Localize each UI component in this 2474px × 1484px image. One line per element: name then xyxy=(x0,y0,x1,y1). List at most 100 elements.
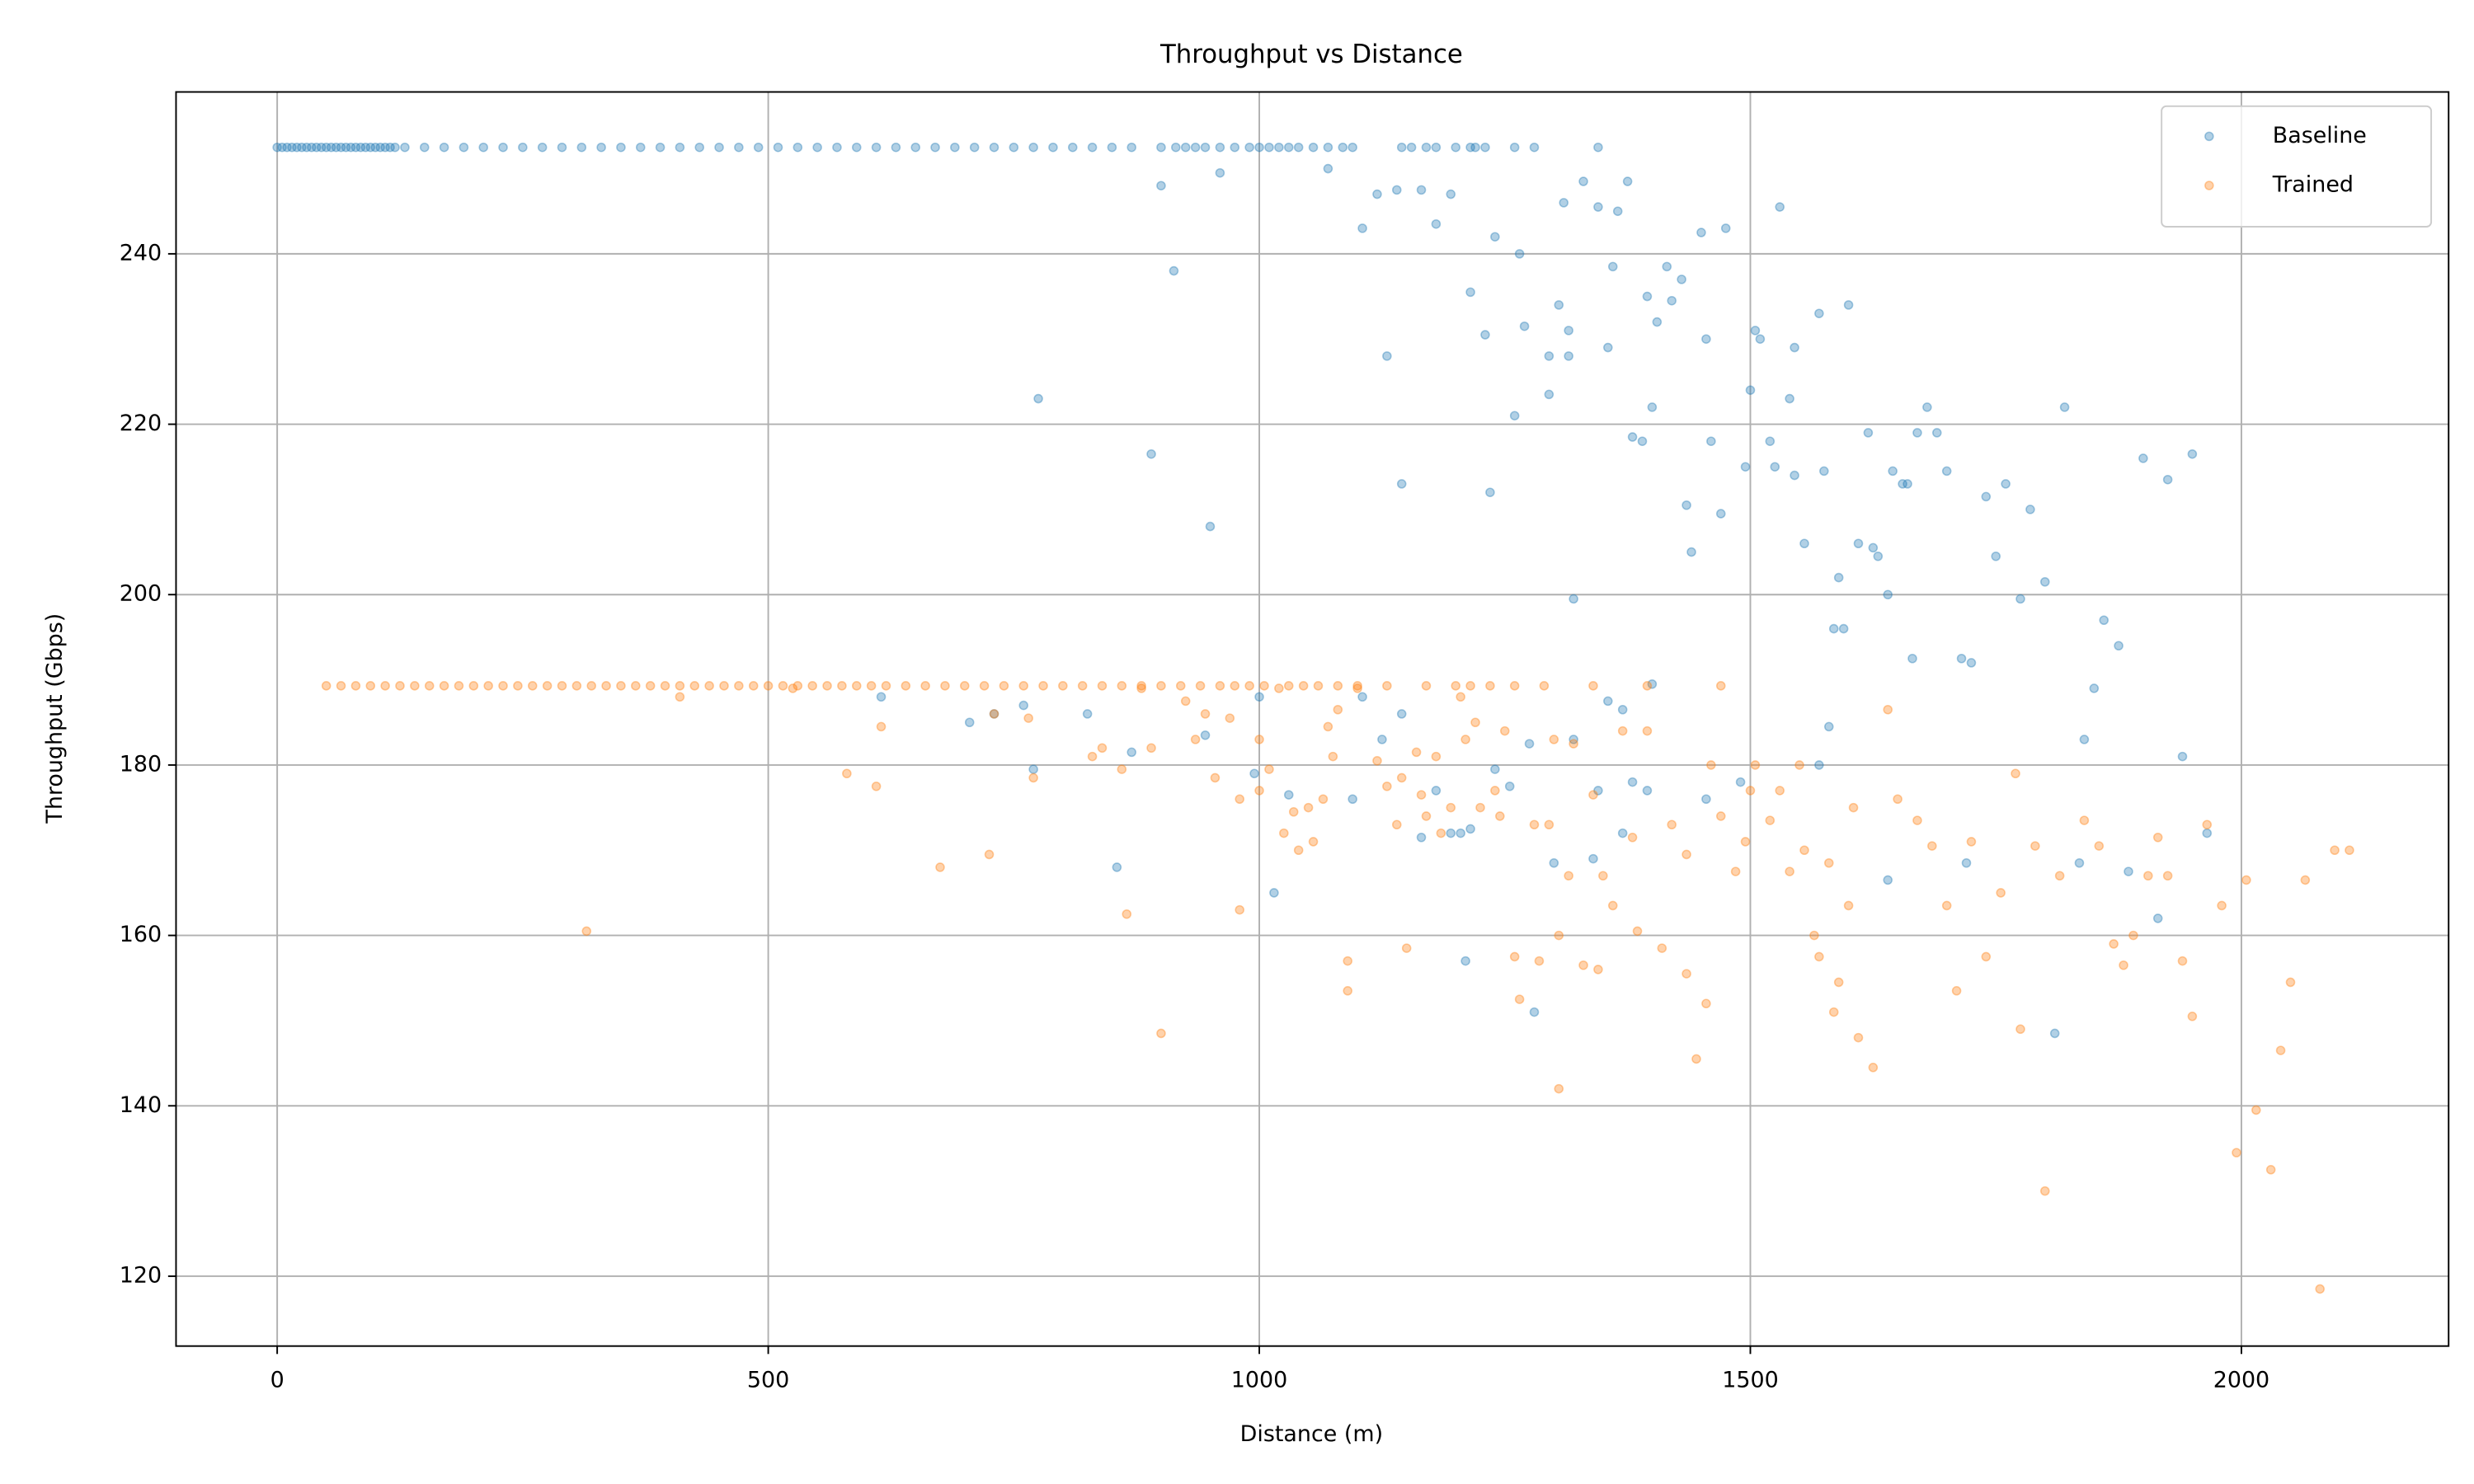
point xyxy=(635,142,646,153)
point xyxy=(1333,704,1343,715)
point xyxy=(1264,764,1274,774)
point xyxy=(1136,683,1146,693)
point xyxy=(1475,802,1485,813)
point xyxy=(1593,786,1603,796)
point xyxy=(675,692,685,702)
point xyxy=(1647,402,1658,412)
point xyxy=(1348,794,1357,805)
point xyxy=(1254,786,1264,796)
point xyxy=(2275,1045,2286,1055)
point xyxy=(2074,857,2085,868)
point xyxy=(380,142,390,153)
point xyxy=(2039,1186,2050,1196)
point xyxy=(1323,142,1333,153)
point xyxy=(1048,142,1058,153)
point xyxy=(1169,265,1179,276)
legend-label: Baseline xyxy=(2273,123,2367,148)
point xyxy=(1735,777,1746,787)
point xyxy=(1603,342,1613,353)
point xyxy=(1485,681,1495,691)
point xyxy=(871,142,882,153)
point xyxy=(1465,824,1475,834)
point xyxy=(1642,681,1653,691)
point xyxy=(645,681,656,691)
point xyxy=(1607,261,1618,272)
point xyxy=(1622,176,1633,186)
point xyxy=(2300,875,2311,885)
legend-marker xyxy=(2204,131,2214,142)
point xyxy=(1215,681,1225,691)
point xyxy=(1156,142,1166,153)
point xyxy=(2162,474,2173,485)
point xyxy=(1554,300,1564,310)
point xyxy=(1446,802,1456,813)
point xyxy=(1588,681,1598,691)
point xyxy=(1028,764,1038,774)
point xyxy=(2054,871,2065,881)
point xyxy=(689,681,700,691)
point xyxy=(1333,681,1343,691)
point xyxy=(1720,223,1731,233)
point xyxy=(2059,402,2070,412)
point xyxy=(1898,479,1907,489)
point xyxy=(1745,786,1756,796)
point xyxy=(1903,479,1912,489)
point xyxy=(1912,428,1922,438)
point xyxy=(1077,681,1088,691)
point xyxy=(2030,841,2040,851)
point xyxy=(1819,466,1829,477)
point xyxy=(1681,500,1691,510)
point xyxy=(1480,330,1490,340)
point xyxy=(2138,453,2148,463)
point xyxy=(576,142,587,153)
point xyxy=(2128,930,2138,941)
point xyxy=(2330,845,2340,856)
point xyxy=(1298,681,1309,691)
x-axis-label: Distance (m) xyxy=(1240,1421,1383,1447)
point xyxy=(1888,466,1898,477)
point xyxy=(763,681,774,691)
point xyxy=(1416,790,1427,800)
point xyxy=(1740,837,1751,847)
point xyxy=(1715,681,1726,691)
point xyxy=(1352,681,1362,691)
point xyxy=(1401,943,1412,953)
point xyxy=(842,768,852,779)
y-tick-label: 200 xyxy=(120,581,162,607)
point xyxy=(1126,142,1136,153)
point xyxy=(1529,1007,1540,1017)
point xyxy=(1156,1028,1166,1039)
point xyxy=(2089,683,2100,693)
point xyxy=(1456,828,1465,838)
point xyxy=(272,142,282,153)
point xyxy=(1564,351,1573,361)
point xyxy=(1569,594,1578,604)
point xyxy=(1357,223,1367,233)
point xyxy=(1495,811,1505,821)
point xyxy=(1195,681,1206,691)
point xyxy=(1941,900,1952,911)
point xyxy=(2202,819,2213,830)
point xyxy=(1790,470,1799,481)
point xyxy=(989,709,999,719)
point xyxy=(1490,786,1500,796)
point xyxy=(1588,853,1598,864)
point xyxy=(704,681,714,691)
point xyxy=(1868,542,1879,553)
point xyxy=(2099,615,2109,626)
point xyxy=(1770,462,1780,472)
point xyxy=(1745,385,1756,395)
point xyxy=(1627,777,1638,787)
point xyxy=(871,781,882,791)
point xyxy=(2114,641,2124,651)
point xyxy=(1235,794,1244,805)
point xyxy=(1470,717,1480,728)
point xyxy=(2315,1284,2325,1294)
point xyxy=(1750,326,1761,336)
point xyxy=(1981,951,1992,962)
point xyxy=(1136,681,1146,691)
point xyxy=(655,142,666,153)
point xyxy=(542,681,553,691)
point xyxy=(321,681,332,691)
point xyxy=(1701,998,1711,1009)
